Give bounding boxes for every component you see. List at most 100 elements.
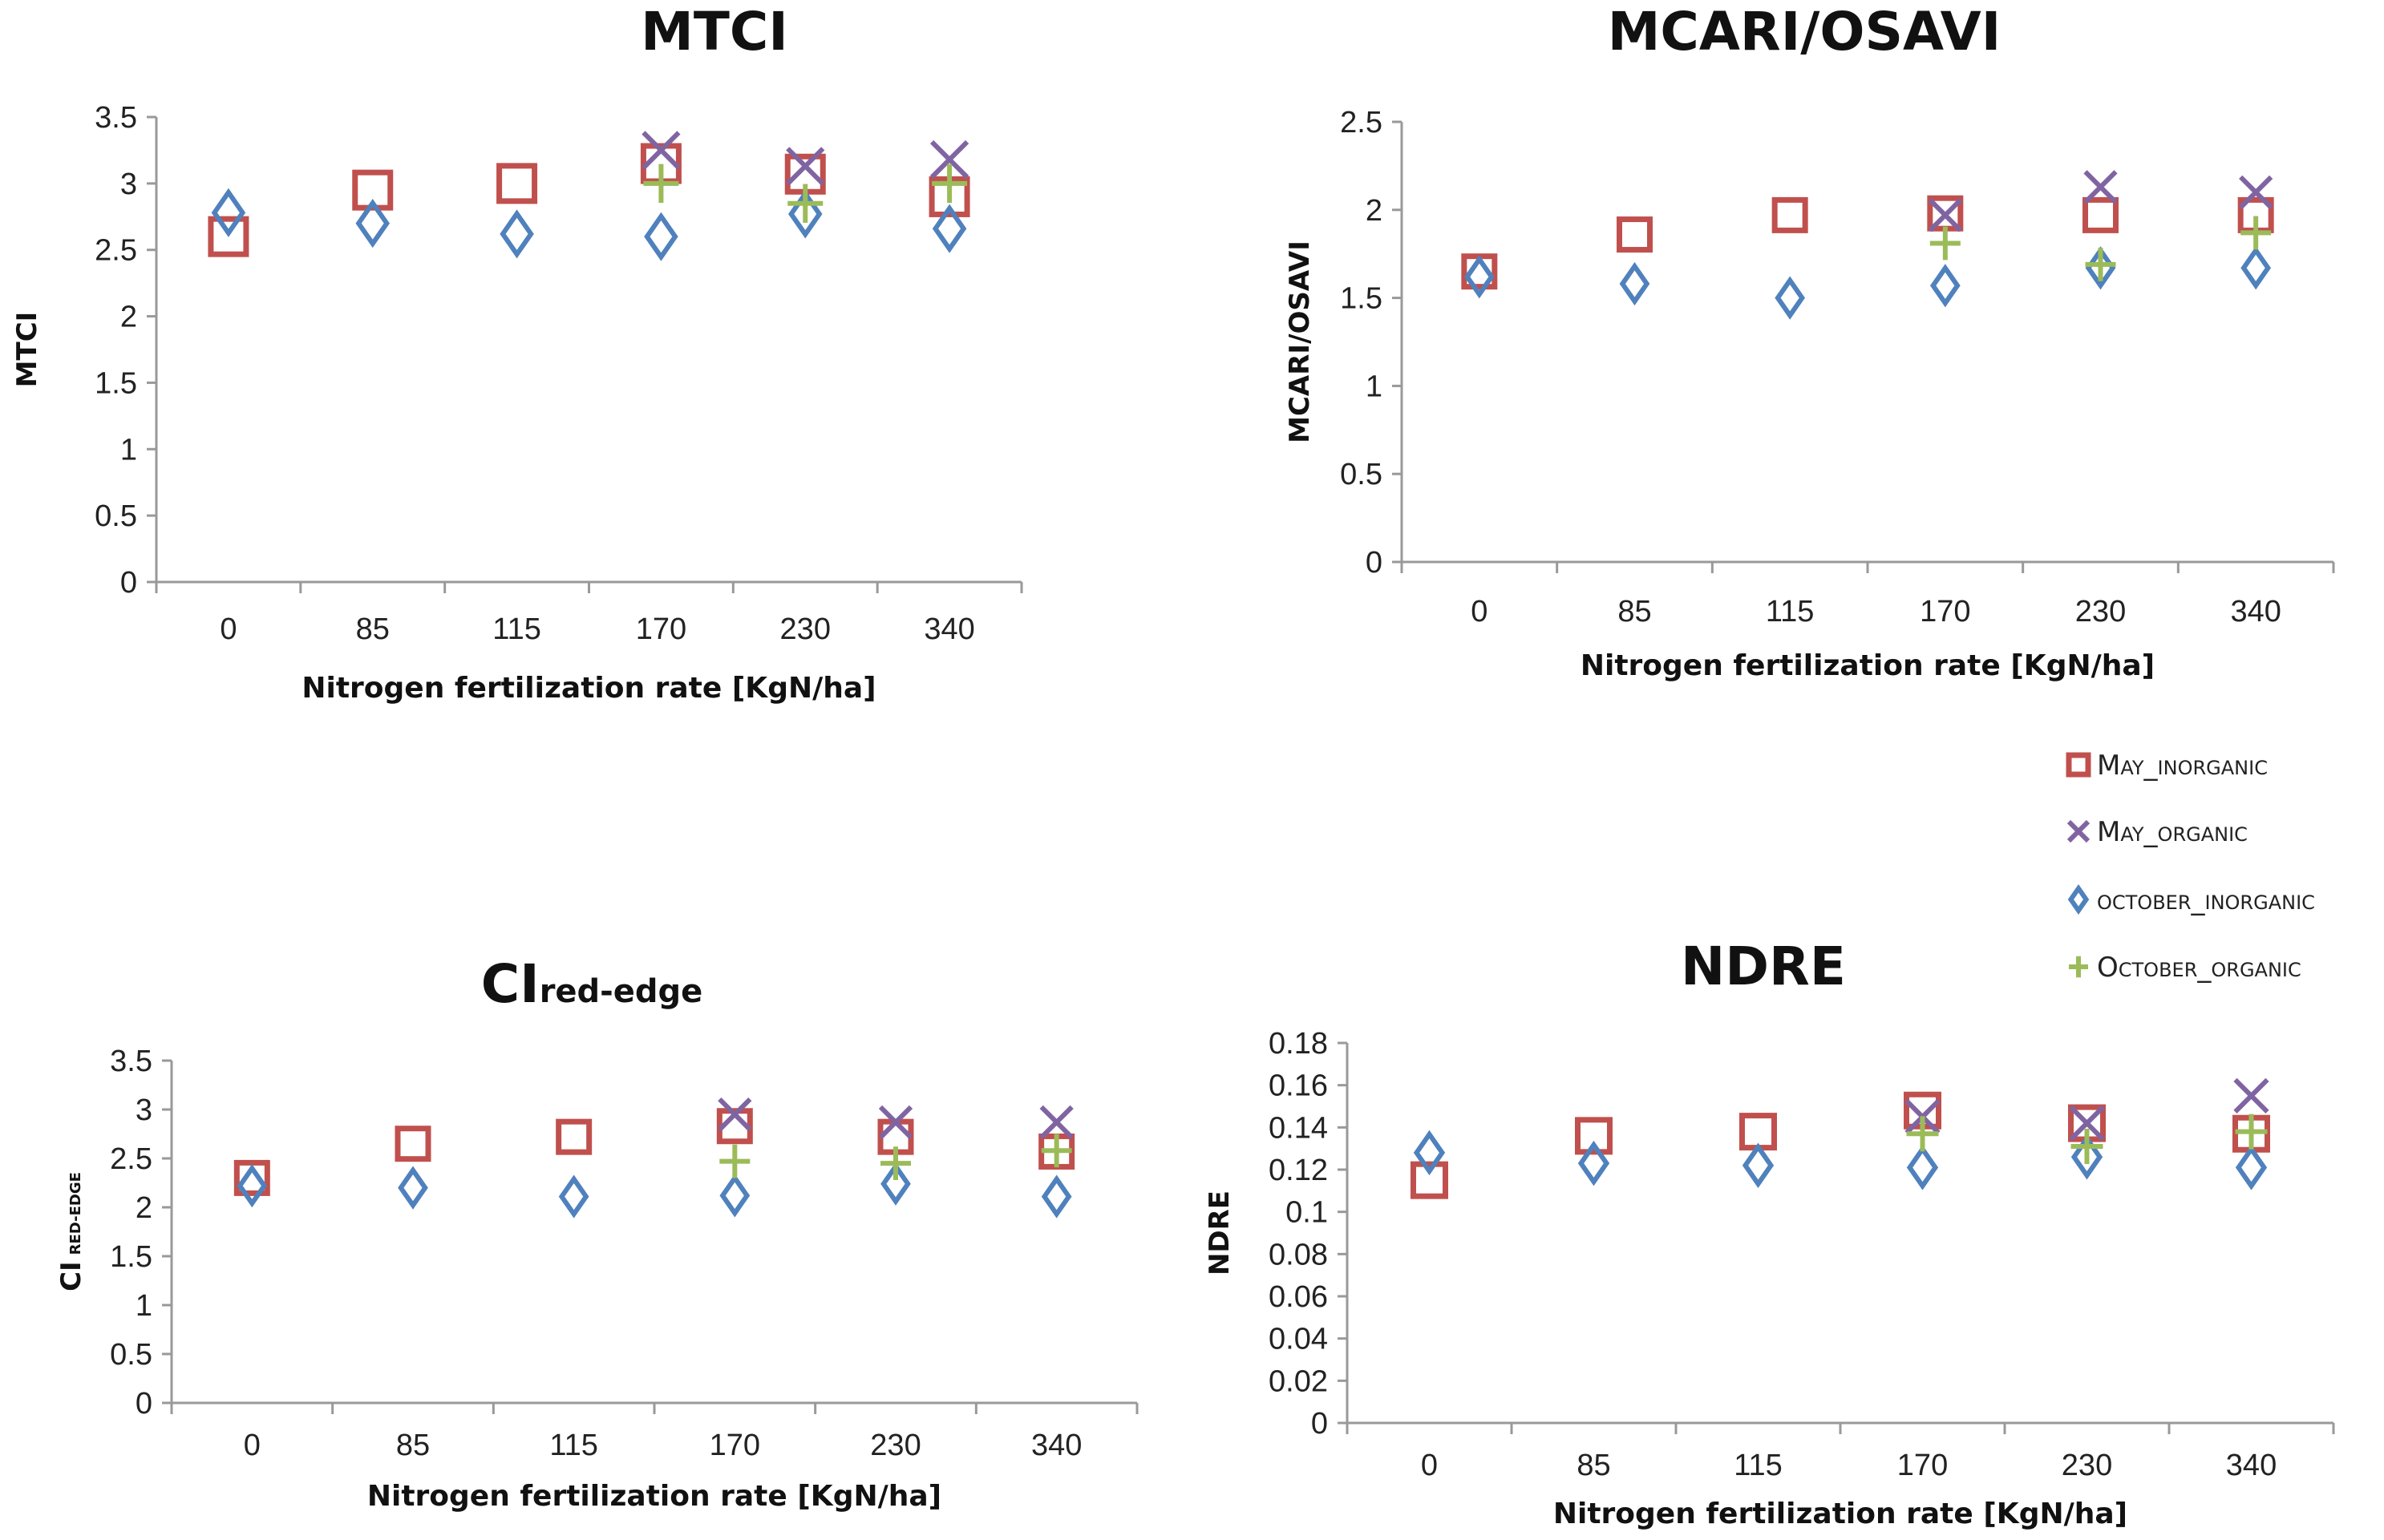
chart-ndre: NDRE 0 0.02 0.04 0.06 0.08 0.1 0.12 0.14 0.16 0.18… [1204, 936, 2335, 1530]
y-axis-title: CIRED-EDGE [55, 1172, 87, 1291]
x-axis-title: Nitrogen fertilization rate [KgN/ha] [1581, 649, 2155, 682]
data-point [1742, 1142, 1775, 1188]
legend-marker-x-icon [2066, 819, 2091, 843]
series-may-organic [642, 131, 969, 186]
data-point [1411, 1161, 1448, 1199]
y-tick-label: 0.16 [1269, 1069, 1328, 1103]
x-tick-label: 230 [780, 612, 831, 646]
data-point [1929, 264, 1961, 308]
y-tick-label: 1 [1366, 370, 1382, 403]
data-point [787, 184, 824, 223]
data-point [1041, 1134, 1072, 1168]
data-point [237, 1164, 268, 1208]
x-tick-label: 230 [870, 1429, 921, 1462]
series-may-inorganic [1411, 1091, 2270, 1199]
data-point [1906, 1116, 1939, 1152]
y-tick-label: 2 [120, 301, 137, 334]
data-point [556, 1118, 593, 1155]
legend: May_inorganic May_organic october_inorgani… [2066, 750, 2315, 984]
data-point [1577, 1140, 1610, 1186]
data-point [2082, 196, 2119, 233]
series-may-inorganic [1461, 195, 2274, 290]
series-october-organic [719, 1134, 1072, 1180]
x-axis-title: Nitrogen fertilization rate [KgN/ha] [367, 1480, 941, 1513]
series-october-inorganic [1463, 246, 2272, 320]
chart-title: MTCI [641, 1, 788, 63]
data-point [2240, 246, 2272, 290]
chart-ci: CIred-edge 0 0.5 1 1.5 2 2.5 3 3.5 0 85 115 170 230 34… [55, 953, 1139, 1513]
y-tick-label: 0.5 [1340, 458, 1382, 491]
series-october-inorganic [211, 188, 967, 261]
series-may-inorganic [233, 1108, 1075, 1196]
y-tick-label: 0.08 [1269, 1238, 1328, 1271]
data-point [233, 1159, 270, 1196]
data-point [719, 1174, 751, 1218]
chart-title-subscript: red-edge [540, 973, 703, 1010]
y-axis-title: NDRE [1204, 1190, 1236, 1275]
data-point [787, 189, 823, 239]
legend-label: May_organic [2097, 816, 2248, 848]
y-tick-label: 1 [136, 1289, 152, 1323]
y-tick-label: 2 [136, 1191, 152, 1225]
y-tick-label: 1.5 [110, 1240, 152, 1274]
y-axis-title: MCARI/OSAVI [1284, 240, 1316, 443]
x-tick-label: 230 [2075, 595, 2126, 629]
x-tick-label: 340 [1031, 1429, 1082, 1462]
data-point [2070, 1129, 2103, 1165]
y-tick-label: 0.06 [1269, 1280, 1328, 1314]
data-point [880, 1162, 911, 1206]
series-october-organic [1906, 1114, 2268, 1165]
x-axis-title: Nitrogen fertilization rate [KgN/ha] [302, 672, 876, 705]
y-tick-label: 0.14 [1269, 1111, 1328, 1145]
y-tick-label: 2.5 [95, 234, 137, 268]
data-point [395, 1126, 431, 1162]
data-point [2070, 1134, 2103, 1180]
x-tick-label: 340 [2226, 1449, 2277, 1482]
y-tick-label: 1 [120, 433, 137, 467]
data-point [1617, 216, 1653, 253]
chart-title: CIred-edge [481, 953, 703, 1015]
chart-mtci: MTCI 0 0.5 1 1.5 2 2.5 3 3.5 0 85 115 170 230 340 Nitro… [11, 1, 1023, 705]
series-october-organic [1929, 216, 2272, 281]
chart-title: MCARI/OSAVI [1608, 1, 2002, 63]
data-point [352, 169, 394, 211]
y-tick-label: 3 [120, 168, 137, 201]
y-tick-label: 2.5 [110, 1142, 152, 1176]
y-tick-label: 3.5 [95, 101, 137, 135]
data-point [1929, 226, 1961, 261]
y-axis-title: MTCI [11, 312, 43, 388]
x-tick-label: 85 [1617, 595, 1651, 629]
legend-marker-plus-icon [2069, 956, 2088, 978]
x-tick-label: 115 [1734, 1449, 1783, 1482]
data-point [932, 204, 967, 253]
y-tick-label: 0.18 [1269, 1027, 1328, 1061]
x-tick-label: 85 [1577, 1449, 1610, 1482]
series-may-organic [1928, 170, 2273, 232]
y-tick-label: 0 [136, 1387, 152, 1421]
x-tick-label: 170 [1897, 1449, 1948, 1482]
legend-item: May_inorganic [2066, 750, 2268, 782]
x-tick-label: 115 [1766, 595, 1815, 629]
x-tick-label: 0 [1471, 595, 1487, 629]
y-tick-label: 0 [1366, 546, 1382, 580]
x-tick-label: 85 [396, 1429, 430, 1462]
y-tick-label: 0 [120, 566, 137, 600]
y-tick-label: 0 [1311, 1407, 1328, 1441]
data-point [2240, 216, 2272, 250]
y-tick-label: 3.5 [110, 1045, 152, 1078]
data-point [1039, 1105, 1074, 1139]
legend-label: October_organic [2097, 952, 2301, 984]
data-point [644, 212, 678, 261]
data-point [786, 147, 825, 186]
data-point [643, 164, 679, 204]
data-point [1575, 1117, 1613, 1155]
x-tick-label: 230 [2062, 1449, 2112, 1482]
data-point [719, 1144, 751, 1178]
x-axis-title: Nitrogen fertilization rate [KgN/ha] [1553, 1498, 2127, 1530]
data-point [496, 163, 538, 204]
y-tick-label: 2.5 [1340, 106, 1382, 139]
data-point [716, 1108, 753, 1145]
x-tick-label: 85 [356, 612, 390, 646]
data-point [208, 216, 249, 257]
